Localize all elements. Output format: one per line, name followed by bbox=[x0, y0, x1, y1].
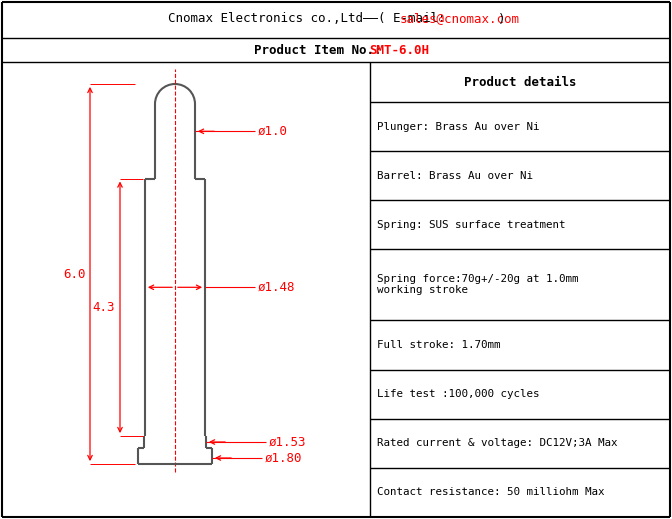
Text: ): ) bbox=[498, 12, 505, 25]
Text: Barrel: Brass Au over Ni: Barrel: Brass Au over Ni bbox=[377, 171, 533, 181]
Text: Spring: SUS surface treatment: Spring: SUS surface treatment bbox=[377, 220, 566, 230]
Text: Contact resistance: 50 milliohm Max: Contact resistance: 50 milliohm Max bbox=[377, 487, 605, 497]
Text: Product details: Product details bbox=[464, 75, 577, 89]
Text: Product Item No.:: Product Item No.: bbox=[253, 44, 396, 57]
Text: Rated current & voltage: DC12V;3A Max: Rated current & voltage: DC12V;3A Max bbox=[377, 438, 618, 448]
Text: Full stroke: 1.70mm: Full stroke: 1.70mm bbox=[377, 340, 501, 350]
Text: 6.0: 6.0 bbox=[62, 267, 85, 280]
Text: ø1.53: ø1.53 bbox=[269, 435, 306, 448]
Text: Plunger: Brass Au over Ni: Plunger: Brass Au over Ni bbox=[377, 121, 540, 132]
Text: working stroke: working stroke bbox=[377, 285, 468, 295]
Text: ø1.0: ø1.0 bbox=[258, 125, 288, 138]
Text: Spring force:70g+/-20g at 1.0mm: Spring force:70g+/-20g at 1.0mm bbox=[377, 275, 579, 284]
Text: Life test :100,000 cycles: Life test :100,000 cycles bbox=[377, 389, 540, 399]
Text: Cnomax Electronics co.,Ltd——( E-mail:: Cnomax Electronics co.,Ltd——( E-mail: bbox=[168, 12, 453, 25]
Text: 4.3: 4.3 bbox=[93, 301, 116, 314]
Text: sales@cnomax.com: sales@cnomax.com bbox=[400, 12, 520, 25]
Text: ø1.80: ø1.80 bbox=[265, 452, 302, 465]
Text: ø1.48: ø1.48 bbox=[258, 281, 296, 294]
Text: SMT-6.0H: SMT-6.0H bbox=[370, 44, 429, 57]
